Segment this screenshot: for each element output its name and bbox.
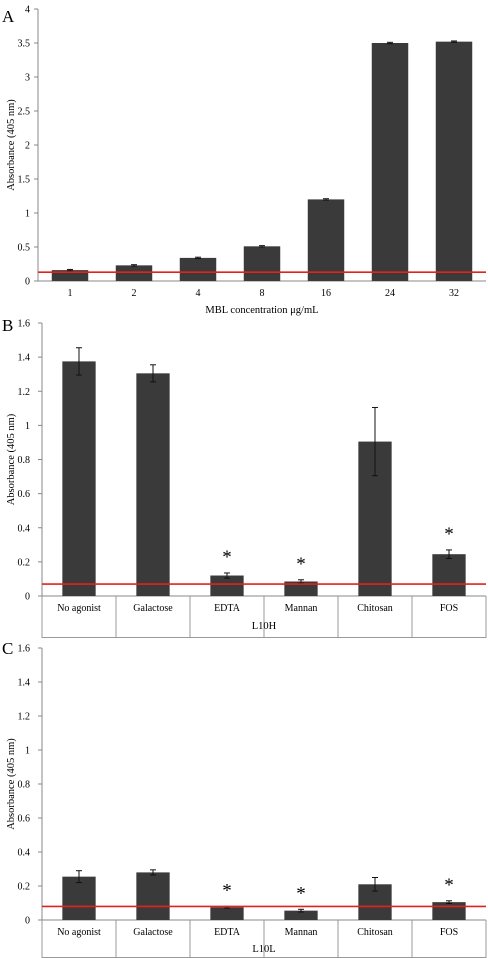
y-tick-label: 0.4 [18,523,31,534]
y-tick-label: 1.4 [18,678,31,689]
x-category-label: Mannan [285,927,318,938]
y-tick-label: 1.2 [18,712,31,723]
x-axis-title: L10L [252,944,275,955]
x-category-label: Chitosan [357,603,393,614]
significance-mark: * [296,554,306,575]
y-tick-label: 0.5 [18,243,31,254]
panel-letter: C [2,639,13,658]
x-category-label: 4 [196,288,201,299]
bar-series [51,40,473,281]
panel-letter: A [2,7,15,26]
bar [179,257,217,281]
bar [62,361,96,596]
bar [284,910,318,920]
y-tick-label: 1.6 [18,644,31,655]
x-category-label: Chitosan [357,927,393,938]
y-tick-label: 0.8 [18,780,31,791]
y-axis-title: Absorbance (405 nm) [6,413,17,505]
bar-series: * * * [62,347,466,596]
significance-mark: * [444,524,454,545]
y-tick-label: 0 [25,916,30,927]
x-category-label: FOS [440,603,458,614]
y-tick-label: 0.8 [18,455,31,466]
x-category-label: Galactose [133,603,173,614]
y-ticks: 0 0.2 0.4 0.6 0.8 1 1.2 1.4 1.6 [18,644,42,927]
x-category-label: No agonist [57,927,101,938]
y-axis-title: Absorbance (405 nm) [6,99,17,191]
y-tick-label: 0 [25,277,30,288]
y-tick-label: 0.2 [18,557,31,568]
x-axis-title: L10H [252,621,277,632]
y-tick-label: 0.2 [18,882,31,893]
y-tick-label: 0.6 [18,814,31,825]
y-ticks: 0 0.5 1 1.5 2 2.5 3 3.5 4 [18,5,38,288]
y-tick-label: 1.4 [18,353,31,364]
x-category-label: EDTA [214,603,241,614]
bar [210,907,244,920]
x-axis-title: MBL concentration μg/mL [205,305,318,316]
panel-b: B 0 0.2 0.4 0.6 0.8 1 1.2 1.4 1.6 Absorbance (405 … [2,316,487,638]
panel-c: C 0 0.2 0.4 0.6 0.8 1 1.2 1.4 1.6 Absorbance (405 … [2,639,487,958]
bar [371,43,409,281]
y-tick-label: 0 [25,592,30,603]
bar-series: * * * [62,869,466,920]
x-category-label: No agonist [57,603,101,614]
y-tick-label: 2 [25,141,30,152]
y-tick-label: 1.2 [18,387,31,398]
panel-letter: B [2,316,13,335]
category-frame [41,596,487,638]
y-tick-label: 0.4 [18,848,31,859]
x-category-label: 2 [132,288,137,299]
x-category-label: 1 [68,288,73,299]
y-axis-title: Absorbance (405 nm) [6,738,17,830]
x-category-label: Galactose [133,927,173,938]
x-category-label: EDTA [214,927,241,938]
x-category-label: 8 [260,288,265,299]
bar [307,199,345,281]
y-tick-label: 1.5 [18,175,31,186]
y-tick-label: 2.5 [18,107,31,118]
x-category-label: 24 [385,288,395,299]
y-tick-label: 3.5 [18,39,31,50]
bar [284,581,318,596]
x-category-label: Mannan [285,603,318,614]
significance-mark: * [222,547,232,568]
x-category-label: FOS [440,927,458,938]
y-tick-label: 3 [25,73,30,84]
bar [432,902,466,920]
y-ticks: 0 0.2 0.4 0.6 0.8 1 1.2 1.4 1.6 [18,319,42,603]
y-tick-label: 1 [25,421,30,432]
bar [210,575,244,596]
significance-mark: * [222,880,232,901]
bar [432,554,466,596]
y-tick-label: 1.6 [18,319,31,330]
x-category-label: 32 [449,288,459,299]
bar [62,876,96,920]
x-category-label: 16 [321,288,331,299]
bar [51,270,89,281]
y-tick-label: 1 [25,746,30,757]
bar [136,373,170,596]
y-tick-label: 1 [25,209,30,220]
bar [115,265,153,281]
significance-mark: * [296,883,306,904]
bar [243,246,281,281]
bar [435,41,473,281]
significance-mark: * [444,875,454,896]
y-tick-label: 4 [25,5,30,16]
bar [136,872,170,920]
y-tick-label: 0.6 [18,489,31,500]
